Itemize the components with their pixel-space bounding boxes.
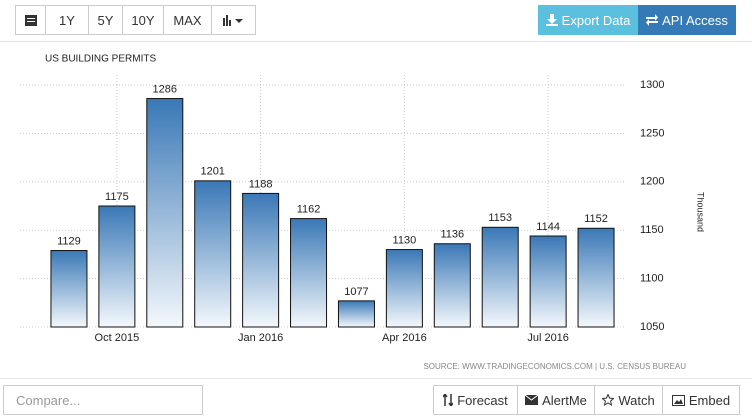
compare-input[interactable]: Compare...: [3, 385, 203, 415]
bar: [50, 250, 88, 328]
value-label: 1130: [393, 234, 417, 246]
bar: [290, 218, 328, 328]
value-label: 1136: [440, 229, 464, 241]
bar: [98, 205, 136, 328]
x-tick-label: Jan 2016: [238, 332, 283, 344]
separator: [0, 41, 752, 42]
value-label: 1201: [200, 166, 224, 178]
download-icon: [545, 14, 558, 26]
value-label: 1188: [249, 178, 273, 190]
calendar-icon: [24, 15, 37, 26]
bar: [433, 243, 471, 328]
range-button[interactable]: 1Y: [45, 5, 89, 35]
api-button[interactable]: API Access: [638, 5, 736, 35]
calendar-button[interactable]: [15, 5, 46, 35]
bar: [529, 235, 567, 328]
value-label: 1153: [488, 212, 512, 224]
button-label: AlertMe: [542, 392, 587, 408]
bar: [385, 249, 423, 328]
x-tick-label: Apr 2016: [382, 332, 427, 344]
alertme-button[interactable]: AlertMe: [517, 385, 595, 415]
y-tick-label: 1200: [640, 176, 664, 188]
forecast-button[interactable]: Forecast: [433, 385, 518, 415]
range-button[interactable]: MAX: [163, 5, 212, 35]
bar: [481, 226, 519, 328]
swap-icon: [646, 14, 659, 26]
x-tick-label: Jul 2016: [527, 332, 569, 344]
sort-icon: [443, 394, 454, 406]
value-label: 1129: [57, 235, 81, 247]
button-label: Forecast: [457, 392, 508, 408]
embed-button[interactable]: Embed: [662, 385, 740, 415]
y-tick-label: 1050: [640, 321, 664, 333]
bar: [146, 98, 184, 328]
star-icon: [602, 394, 615, 406]
value-label: 1077: [344, 286, 368, 298]
range-button[interactable]: 5Y: [88, 5, 123, 35]
bar: [337, 300, 375, 328]
watch-button[interactable]: Watch: [594, 385, 663, 415]
value-label: 1162: [297, 203, 321, 215]
export-button[interactable]: Export Data: [538, 5, 638, 35]
bar: [577, 227, 615, 328]
x-tick-label: Oct 2015: [95, 332, 140, 344]
y-axis-label: Thousand: [696, 192, 706, 232]
range-button[interactable]: 10Y: [122, 5, 164, 35]
chart-title: US BUILDING PERMITS: [45, 54, 156, 65]
chart-type-icon: [222, 15, 243, 26]
y-tick-label: 1250: [640, 127, 664, 139]
y-tick-label: 1100: [640, 273, 664, 285]
source-note: SOURCE: WWW.TRADINGECONOMICS.COM | U.S. …: [423, 362, 686, 371]
y-tick-label: 1300: [640, 79, 664, 91]
separator: [0, 378, 752, 379]
mail-icon: [525, 395, 539, 405]
chart-type-button[interactable]: [211, 5, 256, 35]
y-tick-label: 1150: [640, 224, 664, 236]
image-icon: [671, 394, 685, 406]
button-label: Watch: [618, 392, 655, 408]
export-label: Export Data: [561, 12, 631, 28]
value-label: 1144: [536, 221, 560, 233]
button-label: Embed: [688, 392, 731, 408]
api-label: API Access: [662, 12, 728, 28]
bar: [194, 180, 232, 328]
value-label: 1286: [153, 83, 177, 95]
bar: [242, 192, 280, 328]
value-label: 1175: [105, 191, 129, 203]
value-label: 1152: [584, 213, 608, 225]
